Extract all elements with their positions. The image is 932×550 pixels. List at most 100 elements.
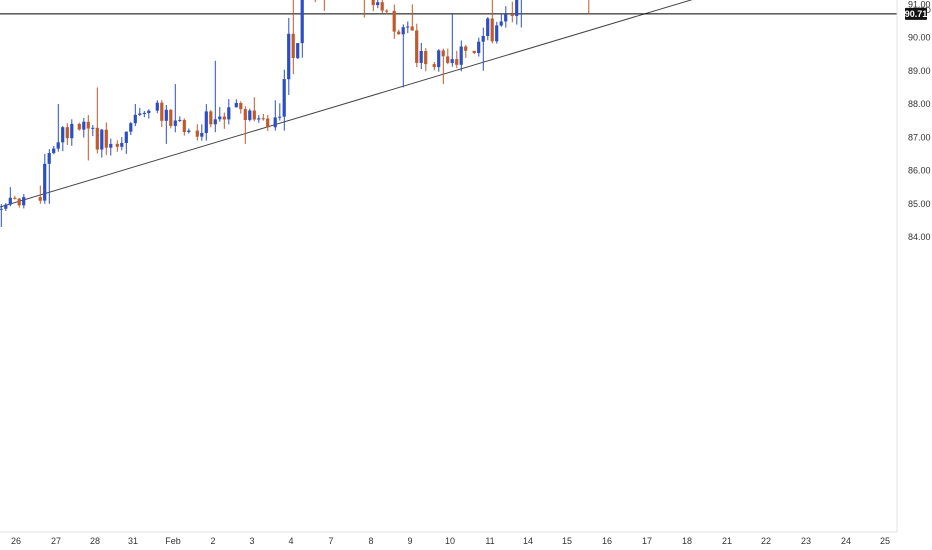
candle[interactable] [459, 40, 463, 72]
candle[interactable] [287, 17, 291, 95]
candle[interactable] [248, 108, 252, 122]
candle[interactable] [124, 131, 128, 154]
candle[interactable] [95, 87, 99, 154]
candle[interactable] [278, 103, 282, 121]
candle[interactable] [43, 153, 47, 204]
candle[interactable] [446, 48, 450, 65]
candle[interactable] [515, 0, 519, 25]
candle[interactable] [450, 14, 454, 67]
candle[interactable] [100, 129, 104, 158]
candle[interactable] [13, 195, 17, 200]
candle[interactable] [187, 128, 191, 134]
candle[interactable] [266, 115, 270, 131]
candle[interactable] [486, 17, 490, 41]
candle[interactable] [510, 1, 514, 23]
candle[interactable] [195, 124, 199, 141]
candle[interactable] [392, 4, 396, 39]
candle[interactable] [222, 112, 226, 129]
candle[interactable] [70, 119, 74, 146]
candle[interactable] [363, 0, 366, 18]
candle[interactable] [455, 50, 459, 69]
candle[interactable] [129, 121, 133, 136]
ascending-trendline[interactable] [0, 0, 710, 208]
candle[interactable] [38, 185, 42, 204]
candle[interactable] [164, 105, 168, 144]
candle[interactable] [209, 110, 213, 128]
candle[interactable] [587, 0, 590, 15]
candle[interactable] [61, 126, 65, 152]
candle[interactable] [419, 42, 423, 70]
candle[interactable] [481, 27, 485, 71]
candle[interactable] [213, 60, 217, 133]
candle[interactable] [385, 9, 389, 14]
candle[interactable] [82, 118, 86, 138]
candle[interactable] [282, 69, 286, 131]
candle[interactable] [173, 84, 177, 133]
candle[interactable] [0, 204, 3, 227]
candle[interactable] [243, 106, 247, 144]
candle[interactable] [56, 104, 60, 152]
candle[interactable] [147, 109, 151, 119]
candle[interactable] [406, 21, 410, 34]
candle[interactable] [234, 99, 238, 108]
candle[interactable] [227, 99, 231, 125]
candle[interactable] [441, 48, 445, 85]
candle-body [300, 0, 304, 44]
candle[interactable] [142, 111, 146, 118]
candle[interactable] [104, 122, 108, 155]
candle[interactable] [204, 104, 208, 141]
candle[interactable] [261, 113, 265, 121]
candle[interactable] [273, 100, 277, 131]
candle[interactable] [91, 125, 95, 137]
candle[interactable] [77, 122, 81, 131]
candle[interactable] [160, 100, 164, 128]
candle[interactable] [178, 116, 182, 123]
candle[interactable] [291, 0, 295, 74]
candle[interactable] [499, 13, 503, 27]
candle[interactable] [437, 49, 441, 72]
candle[interactable] [257, 115, 261, 123]
candle[interactable] [376, 0, 380, 9]
candle[interactable] [300, 0, 304, 58]
candle[interactable] [120, 137, 124, 151]
candle[interactable] [477, 37, 481, 57]
candle[interactable] [464, 44, 468, 58]
candle[interactable] [495, 21, 499, 44]
candle[interactable] [47, 149, 51, 204]
candle[interactable] [380, 0, 384, 14]
candle[interactable] [17, 198, 21, 208]
candle[interactable] [520, 0, 523, 28]
candle[interactable] [424, 48, 428, 72]
candle[interactable] [218, 107, 222, 122]
candle[interactable] [169, 109, 173, 129]
candle[interactable] [8, 187, 12, 207]
candle[interactable] [182, 118, 186, 136]
candle[interactable] [410, 4, 414, 31]
candle[interactable] [504, 6, 508, 28]
candle[interactable] [155, 100, 159, 114]
candle-body [515, 0, 519, 16]
candle[interactable] [323, 0, 326, 11]
candle[interactable] [415, 23, 419, 68]
candle[interactable] [138, 107, 142, 116]
candle[interactable] [252, 97, 256, 122]
candle[interactable] [22, 194, 26, 209]
candle[interactable] [239, 101, 243, 114]
candle[interactable] [200, 124, 204, 141]
candle[interactable] [109, 138, 113, 156]
x-tick-label: 3 [249, 536, 254, 546]
candle[interactable] [490, 0, 494, 44]
candle[interactable] [371, 0, 375, 12]
candle[interactable] [4, 203, 8, 211]
candle[interactable] [52, 146, 56, 155]
candle[interactable] [65, 123, 69, 145]
candle[interactable] [133, 104, 137, 127]
candle[interactable] [472, 50, 476, 55]
candle[interactable] [115, 140, 119, 152]
candle[interactable] [432, 62, 436, 71]
candle[interactable] [86, 115, 90, 161]
candle[interactable] [397, 29, 401, 35]
candle[interactable] [296, 43, 300, 59]
candle[interactable] [401, 24, 405, 88]
